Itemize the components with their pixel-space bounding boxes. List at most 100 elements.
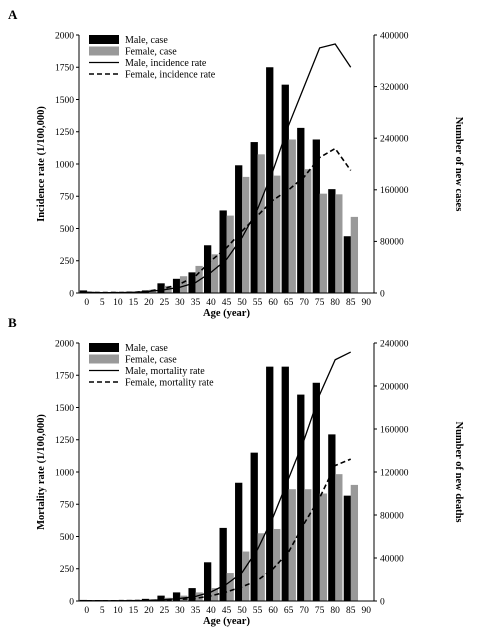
x-tick-label: 10 <box>113 298 123 308</box>
legend-label: Male, case <box>125 35 168 46</box>
x-tick-label: 40 <box>206 298 216 308</box>
y-axis-left-title: Incidence rate (1/100,000) <box>36 106 47 222</box>
x-tick-label: 75 <box>315 606 325 616</box>
x-tick-label: 45 <box>222 298 232 308</box>
x-tick-label: 25 <box>160 298 170 308</box>
legend-label: Female, case <box>125 47 177 58</box>
bar-male-30 <box>172 592 181 601</box>
x-tick-label: 90 <box>361 606 371 616</box>
x-tick-label: 15 <box>129 298 139 308</box>
bar-female-80 <box>335 194 343 293</box>
y-left-tick-label: 500 <box>60 225 75 235</box>
y-right-tick-label: 80000 <box>380 238 404 248</box>
x-tick-label: 30 <box>175 606 185 616</box>
bar-male-70 <box>297 127 305 293</box>
bar-female-85 <box>350 216 359 293</box>
bar-female-35 <box>195 265 203 293</box>
x-tick-label: 60 <box>268 606 278 616</box>
bar-female-75 <box>319 493 327 601</box>
legend-label: Male, incidence rate <box>125 58 207 69</box>
y-left-tick-label: 250 <box>60 257 75 267</box>
bar-male-65 <box>281 366 289 601</box>
bar-male-55 <box>250 452 258 601</box>
bar-male-0 <box>79 290 88 293</box>
bar-female-80 <box>335 474 343 601</box>
legend-label: Female, case <box>125 355 177 366</box>
y-left-tick-label: 750 <box>60 193 75 203</box>
x-tick-label: 45 <box>222 606 232 616</box>
y-right-tick-label: 160000 <box>380 186 409 196</box>
x-tick-label: 0 <box>84 298 89 308</box>
y-left-tick-label: 2000 <box>55 339 74 349</box>
bar-female-65 <box>288 489 296 601</box>
legend-label: Female, incidence rate <box>125 70 216 81</box>
legend-label: Male, case <box>125 343 168 354</box>
line-female-rate <box>86 147 352 294</box>
y-right-tick-label: 120000 <box>380 468 409 478</box>
y-axis-right-title: Number of new deaths <box>453 421 464 522</box>
bar-male-75 <box>312 382 320 601</box>
y-axis-left-title: Mortality rate (1/100,000) <box>36 414 47 530</box>
x-tick-label: 65 <box>284 606 294 616</box>
y-right-tick-label: 0 <box>380 289 385 299</box>
panel-label: B <box>8 315 17 330</box>
x-tick-label: 90 <box>361 298 371 308</box>
bar-male-55 <box>250 142 258 293</box>
bar-male-80 <box>328 189 336 293</box>
legend-label: Female, mortality rate <box>125 378 214 389</box>
x-tick-label: 50 <box>237 606 247 616</box>
bar-male-75 <box>312 139 320 293</box>
y-right-tick-label: 240000 <box>380 339 409 349</box>
y-right-tick-label: 160000 <box>380 425 409 435</box>
y-left-tick-label: 1000 <box>55 160 74 170</box>
y-left-tick-label: 0 <box>69 597 74 607</box>
x-tick-label: 5 <box>100 298 105 308</box>
x-tick-label: 55 <box>253 606 263 616</box>
bar-male-30 <box>172 278 181 293</box>
bar-female-75 <box>319 193 327 293</box>
x-tick-label: 20 <box>144 298 154 308</box>
x-tick-label: 0 <box>84 606 89 616</box>
x-tick-label: 40 <box>206 606 216 616</box>
y-right-tick-label: 80000 <box>380 511 404 521</box>
bar-female-50 <box>242 176 250 293</box>
x-tick-label: 65 <box>284 298 294 308</box>
y-right-tick-label: 320000 <box>380 83 409 93</box>
x-tick-label: 5 <box>100 606 105 616</box>
y-left-tick-label: 0 <box>69 289 74 299</box>
bar-male-0 <box>79 599 88 601</box>
bar-male-60 <box>266 366 274 601</box>
bar-male-35 <box>188 272 196 293</box>
legend-label: Male, mortality rate <box>125 366 205 377</box>
bar-female-60 <box>273 175 281 293</box>
bar-male-85 <box>343 236 352 293</box>
x-tick-label: 30 <box>175 298 185 308</box>
bar-male-35 <box>188 588 196 601</box>
y-left-tick-label: 1500 <box>55 404 74 414</box>
bar-female-70 <box>304 489 312 601</box>
legend-swatch <box>89 354 119 364</box>
y-left-tick-label: 1250 <box>55 436 74 446</box>
x-tick-label: 10 <box>113 606 123 616</box>
bar-male-45 <box>219 210 227 293</box>
y-left-tick-label: 750 <box>60 501 75 511</box>
y-axis-right-title: Number of new cases <box>453 117 464 212</box>
bar-male-25 <box>157 595 165 602</box>
y-left-tick-label: 250 <box>60 565 75 575</box>
x-tick-label: 80 <box>330 606 340 616</box>
bar-female-30 <box>179 276 188 293</box>
bar-female-85 <box>350 484 359 601</box>
bar-male-70 <box>297 394 305 601</box>
x-tick-label: 15 <box>129 606 139 616</box>
x-tick-label: 35 <box>191 298 201 308</box>
x-axis-title: Age (year) <box>203 616 250 627</box>
panel-label: A <box>8 7 18 22</box>
bar-female-40 <box>210 254 219 293</box>
bar-female-35 <box>195 592 203 601</box>
y-left-tick-label: 1250 <box>55 128 74 138</box>
legend-swatch <box>89 35 119 44</box>
bar-male-40 <box>203 245 212 293</box>
y-left-tick-label: 1750 <box>55 372 74 382</box>
x-axis-title: Age (year) <box>203 308 250 319</box>
x-tick-label: 20 <box>144 606 154 616</box>
